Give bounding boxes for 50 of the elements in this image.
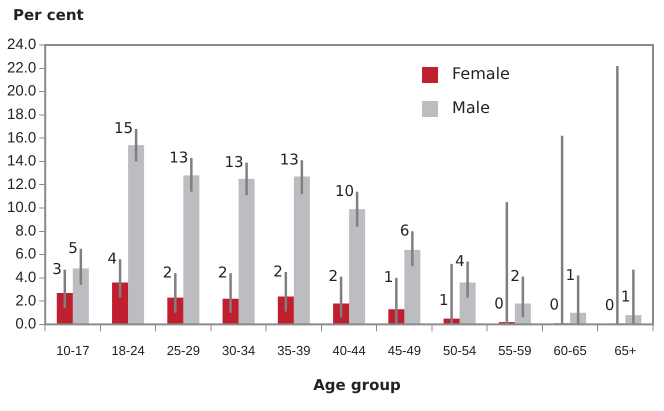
data-label: 5 <box>68 239 78 258</box>
data-label: 1 <box>566 266 576 284</box>
data-label: 15 <box>114 119 134 138</box>
y-tick-label: 14.0 <box>6 152 36 170</box>
y-tick-label: 6.0 <box>15 246 36 263</box>
data-label: 3 <box>52 260 62 278</box>
x-tick-label: 25-29 <box>166 342 200 358</box>
y-tick-label: 10.0 <box>6 199 36 216</box>
data-label: 2 <box>273 262 283 280</box>
x-tick-label: 35-39 <box>277 342 310 358</box>
x-tick-label: 55-59 <box>498 342 532 358</box>
y-tick-label: 0.0 <box>15 316 36 333</box>
x-tick-label: 65+ <box>614 342 636 358</box>
data-label: 2 <box>218 264 228 282</box>
y-tick-label: 12.0 <box>6 176 36 193</box>
legend-label: Female <box>452 64 510 84</box>
data-label: 1 <box>439 290 449 309</box>
y-tick-label: 2.0 <box>15 292 36 310</box>
x-tick-label: 18-24 <box>111 342 145 358</box>
y-tick-label: 24.0 <box>6 36 36 54</box>
y-tick-label: 4.0 <box>15 268 36 286</box>
data-label: 13 <box>169 148 188 166</box>
data-label: 6 <box>400 222 410 240</box>
data-label: 0 <box>550 296 560 314</box>
data-label: 0 <box>494 294 504 312</box>
data-label: 13 <box>224 152 244 171</box>
y-tick-label: 16.0 <box>6 129 36 146</box>
x-tick-label: 30-34 <box>222 342 256 358</box>
x-axis-title: Age group <box>312 376 402 394</box>
x-tick-label: 10-17 <box>56 342 90 358</box>
data-label: 2 <box>328 267 338 286</box>
x-tick-label: 45-49 <box>388 342 421 358</box>
legend-label: Male <box>452 98 490 118</box>
data-label: 1 <box>620 287 630 306</box>
y-tick-label: 22.0 <box>6 59 36 76</box>
y-tick-label: 8.0 <box>15 222 36 240</box>
data-label: 2 <box>162 264 172 282</box>
data-label: 13 <box>280 150 299 169</box>
x-tick-label: 60-65 <box>553 342 587 358</box>
data-label: 10 <box>335 182 354 200</box>
data-label: 4 <box>455 252 465 270</box>
data-label: 0 <box>604 296 614 314</box>
x-tick-label: 40-44 <box>332 342 366 358</box>
y-tick-label: 18.0 <box>6 106 36 123</box>
data-label: 2 <box>510 267 520 286</box>
data-label: 4 <box>108 250 118 268</box>
y-axis-title: Per cent <box>13 6 84 24</box>
y-tick-label: 20.0 <box>6 82 36 100</box>
x-tick-label: 50-54 <box>442 342 476 358</box>
data-label: 1 <box>384 268 394 286</box>
